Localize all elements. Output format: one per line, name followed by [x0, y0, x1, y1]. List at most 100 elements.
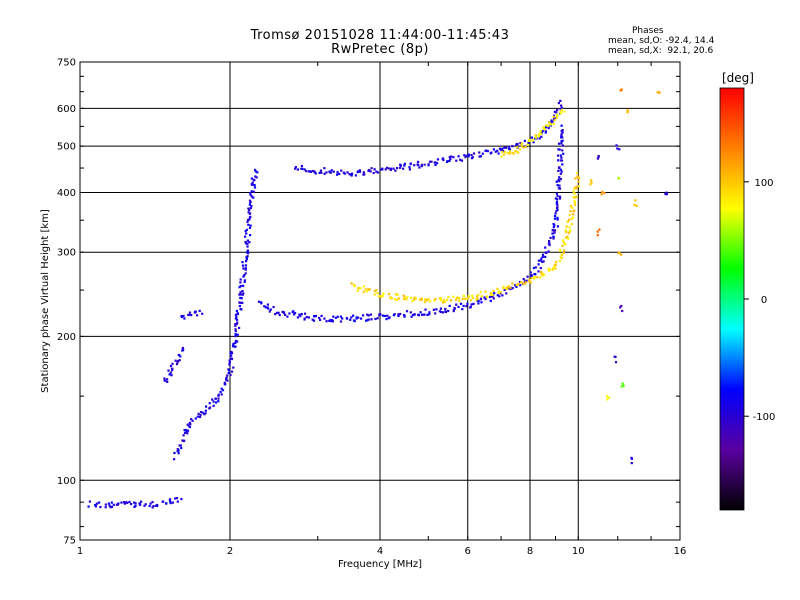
echo-point	[424, 298, 427, 301]
echo-point	[241, 261, 244, 264]
echo-point	[243, 280, 246, 283]
echo-point	[553, 119, 556, 122]
echo-point	[234, 329, 237, 332]
echo-point	[296, 168, 299, 171]
echo-point	[247, 211, 250, 214]
echo-point	[383, 314, 387, 318]
echo-point	[555, 260, 558, 263]
echo-point	[108, 504, 111, 507]
echo-point	[455, 303, 458, 306]
echo-point	[414, 297, 418, 300]
echo-point	[250, 177, 253, 180]
echo-point	[174, 359, 177, 362]
echo-point	[551, 229, 554, 232]
echo-point	[472, 302, 475, 305]
echo-point	[246, 255, 249, 258]
echo-point	[330, 169, 333, 172]
echo-point	[560, 124, 563, 127]
echo-point	[458, 299, 461, 302]
echo-point	[238, 301, 241, 304]
echo-point	[248, 218, 251, 221]
echo-point	[357, 170, 360, 173]
echo-point	[247, 218, 250, 222]
echo-point	[397, 297, 400, 300]
echo-point	[382, 292, 385, 295]
echo-point	[496, 149, 499, 152]
echo-point	[194, 310, 197, 313]
echo-point	[239, 278, 242, 281]
echo-point	[455, 298, 458, 301]
echo-point	[553, 117, 556, 120]
echo-point	[403, 315, 406, 318]
echo-point	[168, 373, 171, 376]
echo-point	[496, 294, 499, 297]
echo-point	[117, 502, 120, 505]
echo-point	[499, 291, 502, 294]
echo-point	[512, 152, 515, 155]
echo-point	[248, 212, 251, 215]
echo-point	[439, 297, 442, 300]
echo-point	[619, 89, 622, 92]
echo-point	[234, 332, 237, 335]
echo-point	[600, 193, 603, 196]
echo-point	[110, 505, 114, 508]
echo-point	[616, 147, 619, 150]
echo-point	[561, 244, 564, 247]
echo-point	[252, 190, 255, 193]
echo-point	[123, 501, 126, 504]
echo-point	[304, 312, 307, 315]
echo-point	[199, 414, 202, 417]
echo-point	[543, 128, 546, 131]
echo-point	[242, 267, 245, 270]
x-tick-label: 2	[227, 546, 233, 557]
echo-point	[577, 177, 581, 180]
echo-point	[555, 111, 558, 114]
echo-point	[286, 315, 289, 318]
echo-point	[246, 242, 249, 245]
echo-point	[409, 162, 412, 165]
echo-point	[417, 313, 420, 316]
echo-point	[552, 237, 555, 240]
echo-point	[352, 319, 356, 322]
echo-point	[575, 185, 578, 188]
echo-point	[424, 308, 427, 311]
echo-point	[140, 500, 143, 503]
echo-point	[413, 296, 416, 299]
echo-point	[620, 304, 623, 308]
echo-point	[392, 314, 395, 317]
echo-point	[557, 169, 560, 172]
x-tick-label: 1	[77, 546, 83, 557]
phases-title: Phases	[632, 26, 664, 36]
echo-point	[552, 235, 555, 238]
echo-point	[358, 169, 361, 172]
echo-point	[511, 282, 514, 285]
echo-point	[208, 402, 211, 405]
echo-point	[557, 148, 560, 151]
echo-point	[560, 156, 563, 159]
echo-point	[190, 418, 193, 421]
echo-point	[433, 161, 436, 164]
echo-point	[447, 296, 450, 299]
echo-point	[426, 313, 429, 316]
echo-point	[548, 121, 551, 124]
echo-point	[488, 295, 492, 299]
echo-point	[234, 324, 237, 327]
echo-point	[245, 232, 248, 235]
echo-point	[188, 311, 192, 314]
echo-point	[250, 183, 253, 186]
echo-point	[559, 99, 562, 102]
echo-point	[379, 313, 382, 316]
echo-point	[556, 184, 559, 187]
echo-point	[359, 287, 362, 290]
echo-point	[547, 127, 550, 130]
echo-point	[541, 260, 544, 263]
echo-point	[367, 318, 370, 321]
echo-point	[380, 168, 383, 171]
echo-point	[183, 429, 186, 432]
echo-point	[576, 175, 579, 178]
echo-point	[365, 319, 368, 322]
echo-point	[378, 314, 381, 317]
echo-point	[614, 361, 618, 364]
echo-point	[465, 305, 468, 308]
echo-point	[532, 139, 535, 142]
